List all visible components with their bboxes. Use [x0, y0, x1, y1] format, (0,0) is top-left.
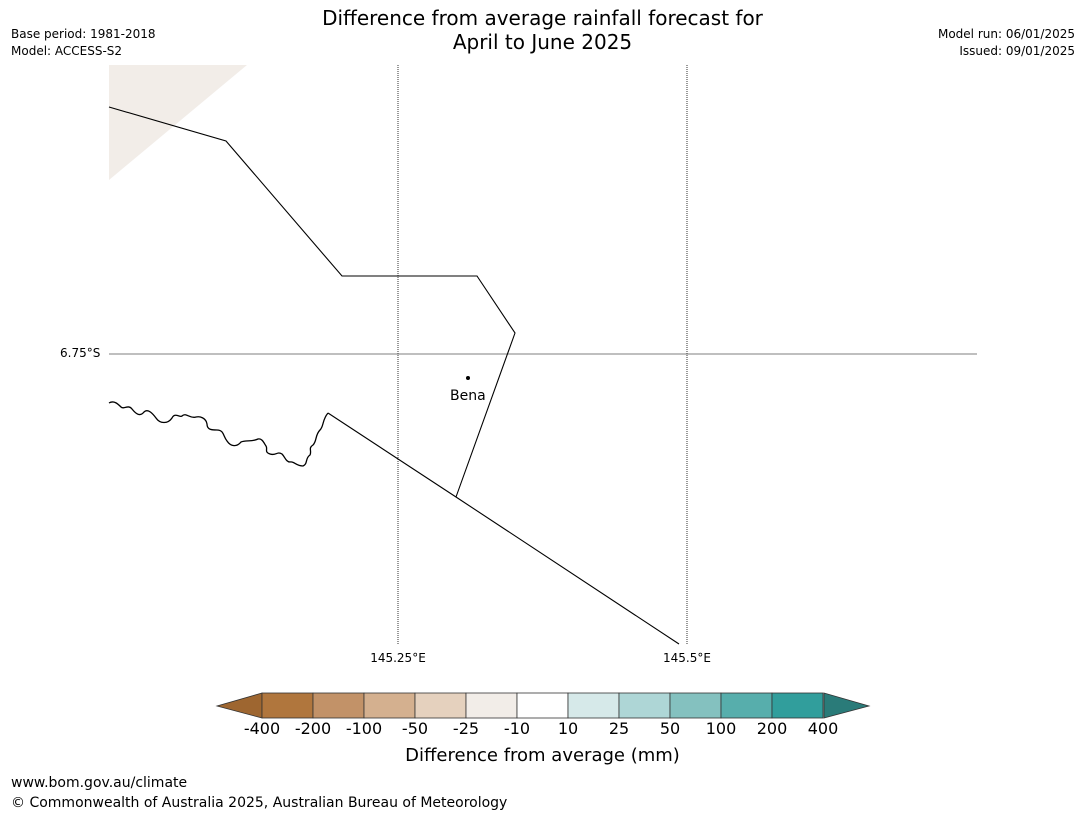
lat-label: 6.75°S — [60, 346, 101, 360]
colorbar-tick-label: -10 — [503, 719, 531, 738]
province-boundary-north — [108, 106, 516, 498]
model-text: Model: ACCESS-S2 — [11, 44, 123, 58]
colorbar-cell — [618, 692, 671, 719]
colorbar-cell — [312, 692, 365, 719]
colorbar — [215, 692, 871, 719]
colorbar-tick-label: 25 — [608, 719, 630, 738]
province-boundary-south — [327, 412, 680, 645]
title-line-2: April to June 2025 — [452, 30, 633, 54]
footer-copyright: © Commonwealth of Australia 2025, Austra… — [11, 795, 508, 811]
colorbar-cell — [414, 692, 467, 719]
colorbar-tick-label: 10 — [557, 719, 579, 738]
place-label-bena: Bena — [450, 388, 486, 404]
issued-text: Issued: 09/01/2025 — [959, 44, 1075, 58]
colorbar-tick-label: 200 — [756, 719, 788, 738]
lon-label-145-25: 145.25°E — [370, 651, 426, 665]
meta-right: Model run: 06/01/2025 Issued: 09/01/2025 — [938, 26, 1075, 60]
river-line — [108, 401, 329, 467]
colorbar-cell — [720, 692, 773, 719]
chart-title: Difference from average rainfall forecas… — [0, 6, 1085, 54]
colorbar-cell — [771, 692, 824, 719]
colorbar-extend-low — [215, 692, 263, 719]
colorbar-tick-label: -200 — [294, 719, 332, 738]
place-marker-bena — [466, 376, 470, 380]
colorbar-cell — [567, 692, 620, 719]
colorbar-tick-label: 400 — [807, 719, 839, 738]
colorbar-cell — [516, 692, 569, 719]
colorbar-cell — [261, 692, 314, 719]
title-line-1: Difference from average rainfall forecas… — [322, 6, 763, 30]
colorbar-tick-label: 50 — [659, 719, 681, 738]
colorbar-tick-label: -100 — [345, 719, 383, 738]
colorbar-tick-label: 100 — [705, 719, 737, 738]
lon-label-145-5: 145.5°E — [663, 651, 711, 665]
colorbar-cell — [465, 692, 518, 719]
colorbar-title: Difference from average (mm) — [405, 745, 680, 766]
footer-url: www.bom.gov.au/climate — [11, 775, 188, 791]
colorbar-cells — [261, 692, 824, 719]
colorbar-cell — [669, 692, 722, 719]
colorbar-extend-high — [823, 692, 871, 719]
colorbar-tick-label: -25 — [452, 719, 480, 738]
colorbar-cell — [363, 692, 416, 719]
model-run-text: Model run: 06/01/2025 — [937, 27, 1075, 41]
base-period-text: Base period: 1981-2018 — [11, 27, 156, 41]
meta-left: Base period: 1981-2018 Model: ACCESS-S2 — [11, 26, 156, 60]
colorbar-tick-label: -400 — [243, 719, 281, 738]
colorbar-tick-label: -50 — [401, 719, 429, 738]
rainfall-shading-patch — [109, 65, 247, 180]
